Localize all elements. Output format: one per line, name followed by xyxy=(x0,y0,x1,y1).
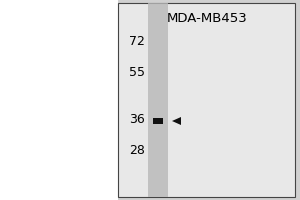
Bar xyxy=(153,118,163,124)
Polygon shape xyxy=(172,117,181,125)
Text: 72: 72 xyxy=(129,35,145,48)
Bar xyxy=(118,3,295,197)
Text: MDA-MB453: MDA-MB453 xyxy=(167,12,248,25)
Bar xyxy=(148,3,168,197)
Bar xyxy=(0,0,118,200)
Text: 36: 36 xyxy=(129,113,145,126)
Text: 55: 55 xyxy=(129,66,145,79)
Text: 28: 28 xyxy=(129,144,145,157)
